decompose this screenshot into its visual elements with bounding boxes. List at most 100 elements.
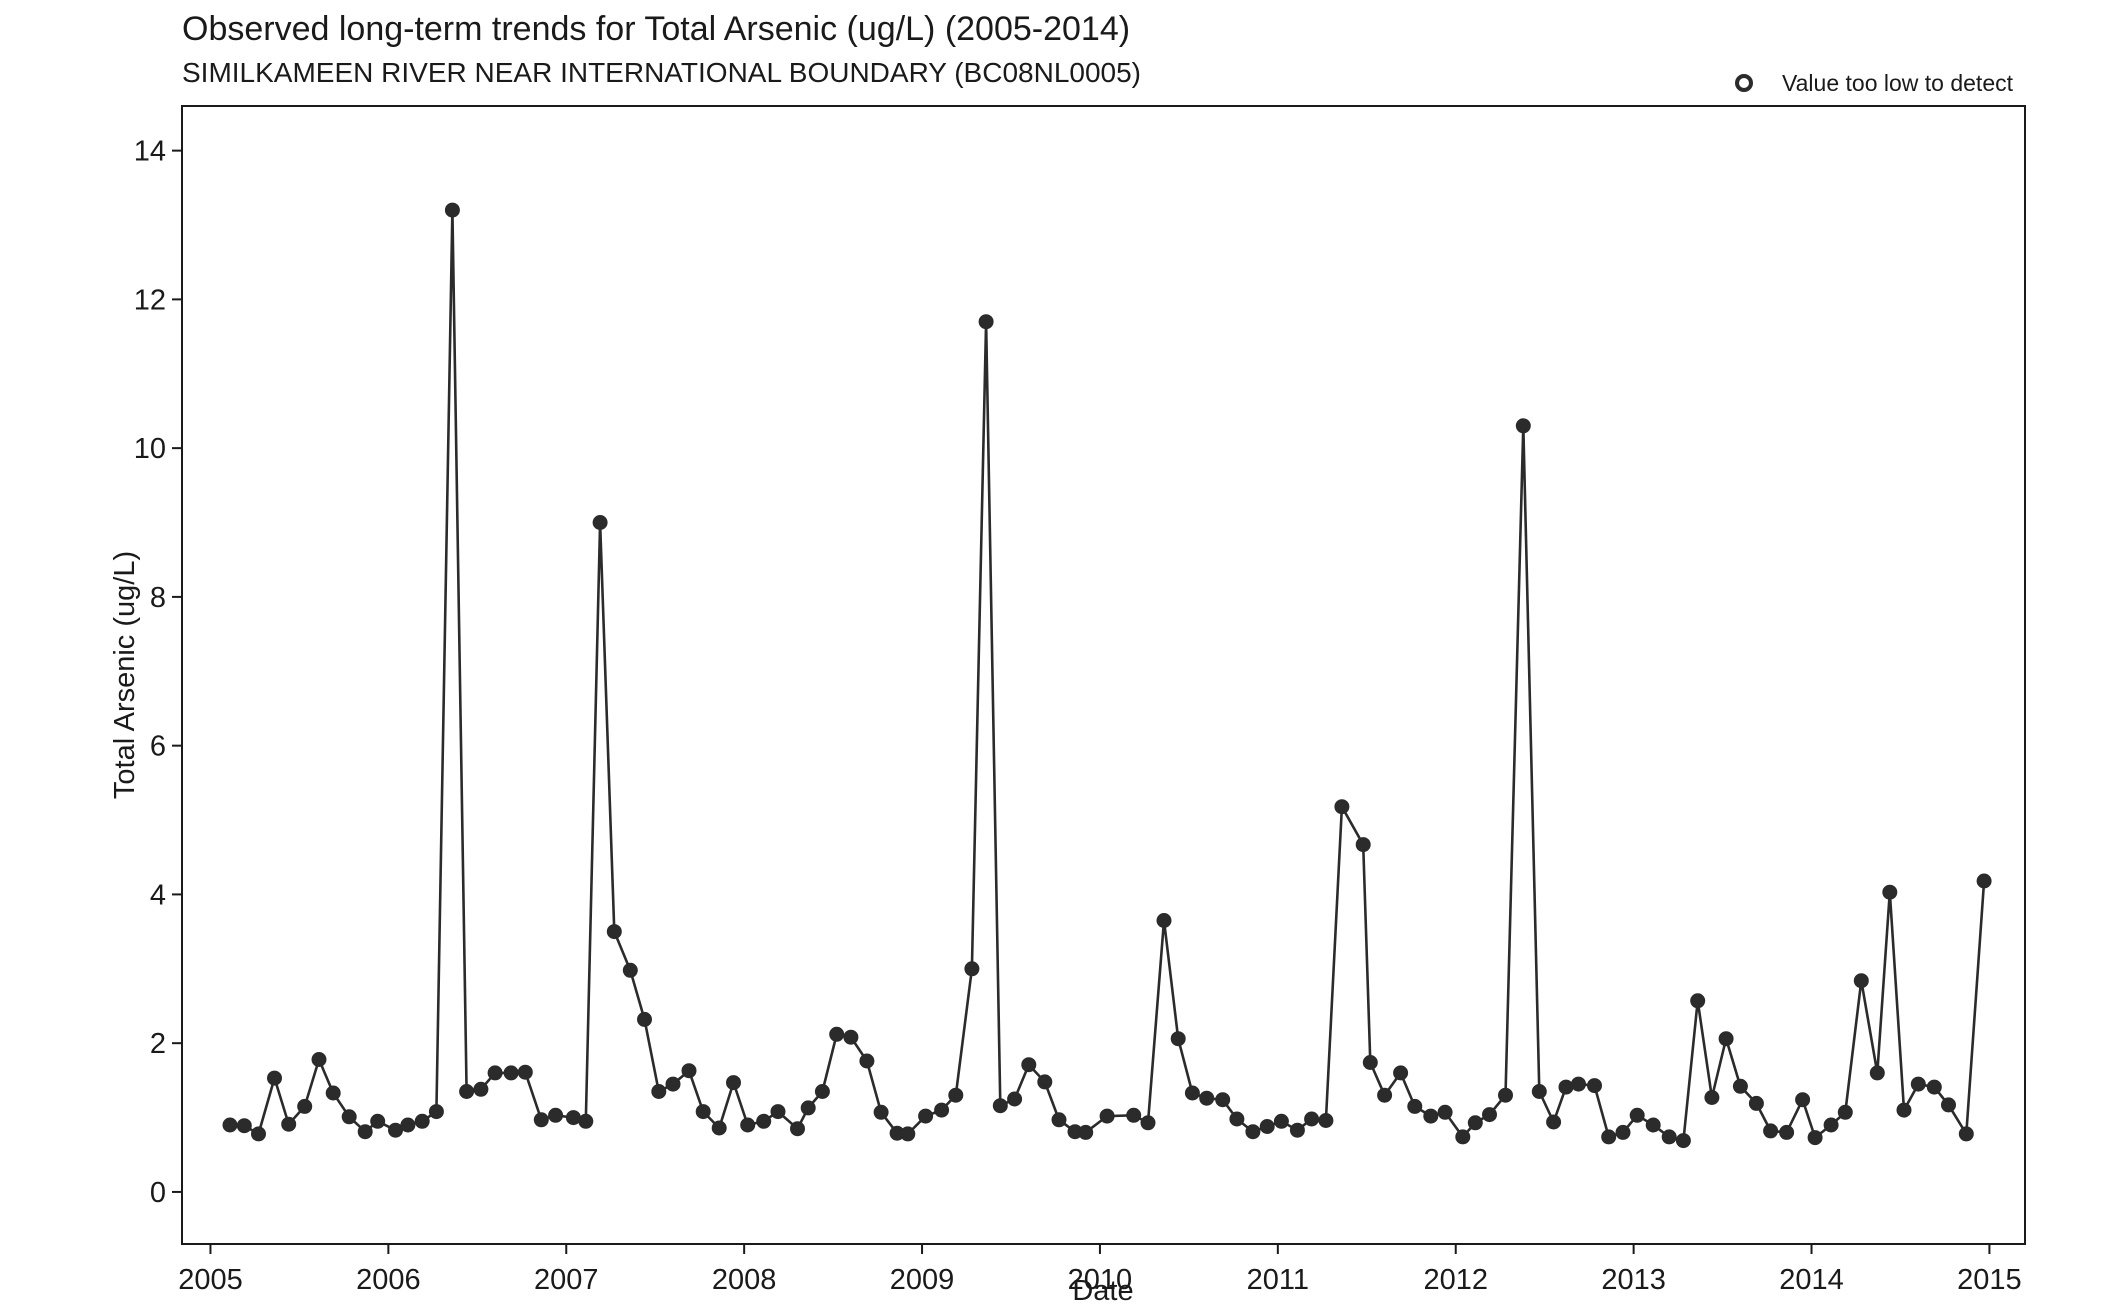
y-axis: 0 2 4 6 8 10 12 14: [134, 136, 182, 1209]
data-point: [370, 1113, 386, 1129]
data-point: [357, 1124, 373, 1140]
y-tick-label: 12: [134, 284, 166, 316]
data-point: [1675, 1133, 1691, 1149]
data-point: [236, 1118, 252, 1134]
data-point: [325, 1085, 341, 1101]
data-point: [251, 1126, 266, 1142]
data-point: [1645, 1117, 1661, 1133]
y-tick-label: 10: [134, 433, 166, 465]
data-point: [1078, 1124, 1094, 1140]
data-point: [1823, 1117, 1839, 1133]
data-point: [681, 1063, 697, 1079]
chart-title: Observed long-term trends for Total Arse…: [182, 10, 1130, 48]
data-point: [843, 1029, 859, 1045]
x-tick-label: 2011: [1247, 1264, 1309, 1296]
data-point: [503, 1065, 519, 1081]
data-point: [281, 1116, 297, 1132]
y-tick-label: 0: [150, 1177, 166, 1209]
data-point: [1184, 1085, 1200, 1101]
x-tick-label: 2012: [1423, 1264, 1488, 1296]
x-tick-label: 2007: [534, 1264, 599, 1296]
data-point: [341, 1109, 357, 1125]
data-point: [1498, 1087, 1513, 1103]
x-tick-label: 2006: [356, 1264, 421, 1296]
data-point: [770, 1104, 786, 1120]
legend-open-circle-marker: [1735, 74, 1753, 92]
x-tick-label: 2014: [1779, 1264, 1844, 1296]
x-tick-label: 2009: [890, 1264, 955, 1296]
data-point: [1099, 1108, 1115, 1124]
data-point: [665, 1076, 681, 1092]
data-point: [517, 1064, 533, 1080]
data-point: [859, 1053, 875, 1069]
data-point: [637, 1011, 652, 1027]
data-point: [1437, 1104, 1453, 1120]
data-point: [1704, 1090, 1720, 1105]
x-tick-label: 2013: [1601, 1264, 1666, 1296]
legend-label: Value too low to detect: [1782, 70, 2014, 96]
y-tick-label: 8: [150, 582, 166, 614]
data-point: [1601, 1129, 1617, 1145]
x-tick-label: 2005: [178, 1264, 243, 1296]
y-tick-label: 4: [150, 879, 166, 911]
data-point: [1156, 913, 1172, 928]
data-point: [1007, 1091, 1023, 1107]
data-point: [1393, 1065, 1409, 1081]
data-point: [1273, 1113, 1289, 1129]
data-point: [414, 1113, 430, 1129]
data-point: [1140, 1115, 1156, 1131]
data-point: [1407, 1098, 1423, 1114]
data-point: [1126, 1107, 1142, 1123]
data-point: [311, 1052, 327, 1067]
y-tick-label: 6: [150, 731, 166, 763]
data-point: [1377, 1087, 1393, 1103]
data-point: [267, 1070, 282, 1086]
data-point: [400, 1117, 416, 1133]
data-point: [1571, 1076, 1586, 1092]
data-point: [1869, 1065, 1885, 1081]
data-point: [1531, 1084, 1547, 1099]
data-point: [1837, 1104, 1853, 1120]
data-point: [1170, 1031, 1186, 1047]
data-series: [222, 202, 1992, 1149]
data-point: [1690, 993, 1706, 1009]
data-point: [1199, 1090, 1215, 1106]
data-point: [1976, 873, 1992, 889]
data-point: [1779, 1124, 1795, 1140]
data-point: [1732, 1078, 1748, 1094]
x-tick-label: 2010: [1068, 1264, 1133, 1296]
x-axis: 2005 2006 2007 2008 2009 2010 2011 2012 2013 2014…: [178, 1244, 2022, 1296]
data-point: [1215, 1092, 1231, 1108]
data-point: [934, 1102, 950, 1118]
x-tick-label: 2015: [1957, 1264, 2022, 1296]
data-point: [1318, 1113, 1334, 1128]
data-point: [1587, 1078, 1602, 1094]
data-point: [1807, 1130, 1823, 1146]
data-point: [1051, 1112, 1067, 1128]
data-point: [651, 1084, 667, 1099]
data-point: [297, 1098, 313, 1114]
data-point: [1958, 1126, 1974, 1142]
data-point: [978, 314, 994, 330]
data-point: [695, 1104, 711, 1120]
data-point: [533, 1112, 549, 1128]
data-point: [1245, 1124, 1261, 1140]
data-point: [1467, 1115, 1483, 1131]
data-point: [1615, 1124, 1631, 1140]
data-point: [1910, 1076, 1926, 1092]
data-point: [606, 924, 622, 940]
data-point: [1763, 1123, 1779, 1139]
data-point: [1926, 1079, 1942, 1095]
data-point: [565, 1110, 581, 1126]
data-point: [1558, 1079, 1574, 1095]
data-point: [900, 1126, 916, 1142]
data-point: [487, 1065, 503, 1081]
data-point: [1362, 1055, 1378, 1070]
data-point: [1661, 1129, 1677, 1145]
data-point: [444, 202, 460, 218]
plot-panel: [181, 105, 2026, 1245]
y-tick-label: 2: [150, 1028, 166, 1060]
data-point: [1423, 1108, 1439, 1124]
data-point: [1718, 1031, 1734, 1047]
